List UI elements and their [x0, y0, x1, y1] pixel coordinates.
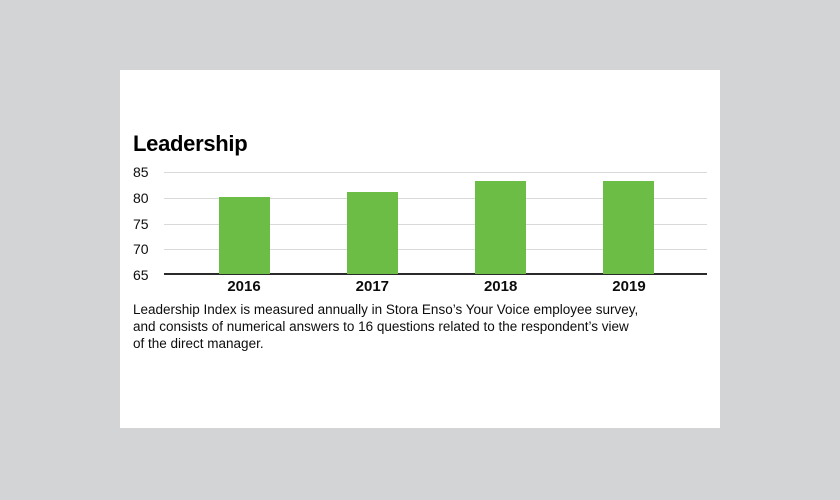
gridline — [164, 172, 707, 173]
bar-2019 — [603, 181, 655, 274]
chart-caption: Leadership Index is measured annually in… — [133, 301, 708, 352]
x-axis-category-label: 2018 — [483, 278, 518, 295]
y-axis-tick-label: 80 — [133, 189, 149, 206]
x-axis-line — [164, 273, 707, 275]
bar-2016 — [218, 196, 270, 274]
bar-2018 — [475, 181, 527, 274]
y-axis-tick-label: 70 — [133, 241, 149, 258]
caption-line: of the direct manager. — [133, 336, 264, 351]
caption-line: Leadership Index is measured annually in… — [133, 302, 639, 317]
gridline — [164, 197, 707, 199]
gridline — [164, 249, 707, 251]
y-axis-tick-label: 75 — [133, 215, 149, 232]
plot-area — [164, 172, 707, 275]
chart-card: Leadership Leadership Index is measured … — [120, 70, 720, 428]
bar-2017 — [346, 191, 398, 274]
x-axis-category-label: 2017 — [355, 278, 390, 295]
x-axis-category-label: 2019 — [612, 278, 646, 295]
chart-title: Leadership — [133, 131, 248, 156]
x-axis-category-label: 2016 — [227, 278, 261, 295]
y-axis-tick-label: 65 — [133, 267, 149, 283]
gridline — [164, 223, 707, 225]
caption-line: and consists of numerical answers to 16 … — [133, 319, 629, 334]
y-axis-tick-label: 85 — [133, 164, 149, 180]
bar-chart: Leadership Leadership Index is measured … — [120, 70, 720, 428]
